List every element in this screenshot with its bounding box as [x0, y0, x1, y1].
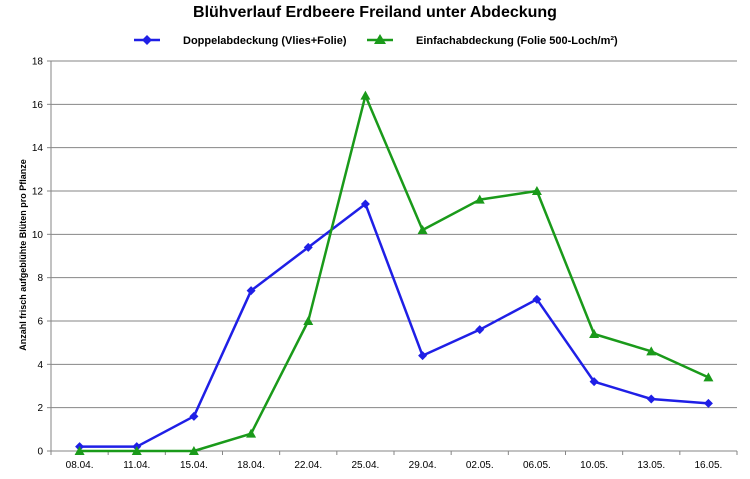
data-series — [74, 90, 714, 455]
legend-entry-einfachabdeckung: Einfachabdeckung (Folie 500-Loch/m²) — [367, 34, 618, 47]
y-tick-label: 14 — [32, 143, 44, 154]
legend-entry-doppelabdeckung: Doppelabdeckung (Vlies+Folie) — [134, 35, 347, 47]
triangle-data-point — [246, 428, 257, 438]
y-axis-label: Anzahl frisch aufgeblühte Blüten pro Pfl… — [18, 159, 28, 351]
y-tick-label: 10 — [32, 230, 44, 241]
x-tick-label: 22.04. — [294, 460, 322, 471]
x-axis-ticks: 08.04. 11.04. 15.04. 18.04. 22.04. 25.04. 29.0… — [50, 451, 738, 471]
chart-title: Blühverlauf Erdbeere Freiland unter Abde… — [193, 4, 557, 21]
y-tick-label: 12 — [32, 187, 44, 198]
diamond-data-point — [589, 377, 599, 387]
series-line-einfachabdeckung — [79, 94, 709, 453]
x-tick-label: 16.05. — [695, 460, 723, 471]
y-tick-label: 16 — [32, 100, 44, 111]
series-line-doppelabdeckung — [79, 202, 709, 448]
y-tick-label: 0 — [37, 447, 43, 458]
triangle-data-point — [360, 90, 371, 100]
diamond-data-point — [646, 394, 656, 404]
x-tick-label: 29.04. — [409, 460, 437, 471]
diamond-data-point — [532, 294, 542, 304]
triangle-data-point — [531, 186, 542, 195]
x-tick-label: 13.05. — [637, 460, 665, 471]
chart-legend: Doppelabdeckung (Vlies+Folie) Einfachabd… — [134, 34, 618, 47]
legend-label-einfachabdeckung: Einfachabdeckung (Folie 500-Loch/m²) — [416, 35, 618, 47]
y-tick-label: 2 — [37, 403, 43, 414]
x-tick-label: 08.04. — [66, 460, 94, 471]
triangle-data-point — [646, 346, 657, 356]
x-tick-label: 06.05. — [523, 460, 551, 471]
y-tick-label: 4 — [37, 360, 43, 371]
x-tick-label: 15.04. — [180, 460, 208, 471]
legend-triangle-marker-icon — [374, 34, 386, 44]
diamond-data-point — [475, 325, 485, 335]
diamond-data-point — [703, 398, 713, 408]
triangle-data-point — [188, 446, 199, 455]
diamond-data-point — [189, 411, 199, 421]
triangle-data-point — [303, 316, 314, 325]
y-axis-ticks: 0 2 4 6 8 10 12 14 16 18 — [32, 57, 51, 458]
triangle-data-point — [474, 194, 485, 204]
diamond-data-point — [246, 286, 256, 296]
y-tick-label: 18 — [32, 57, 44, 68]
legend-diamond-marker-icon — [142, 35, 152, 45]
x-tick-label: 11.04. — [123, 460, 150, 471]
diamond-data-point — [303, 242, 313, 252]
x-tick-label: 18.04. — [237, 460, 265, 471]
y-tick-label: 6 — [37, 317, 43, 328]
x-tick-label: 02.05. — [466, 460, 494, 471]
gridlines — [51, 60, 737, 409]
triangle-data-point — [703, 372, 714, 382]
triangle-data-point — [131, 446, 142, 455]
triangle-data-point — [589, 329, 600, 338]
y-tick-label: 8 — [37, 273, 43, 284]
triangle-data-point — [417, 225, 428, 234]
x-tick-label: 10.05. — [580, 460, 608, 471]
triangle-data-point — [74, 446, 85, 455]
diamond-data-point — [418, 351, 428, 361]
x-tick-label: 25.04. — [352, 460, 380, 471]
diamond-data-point — [360, 199, 370, 209]
legend-label-doppelabdeckung: Doppelabdeckung (Vlies+Folie) — [183, 35, 347, 47]
